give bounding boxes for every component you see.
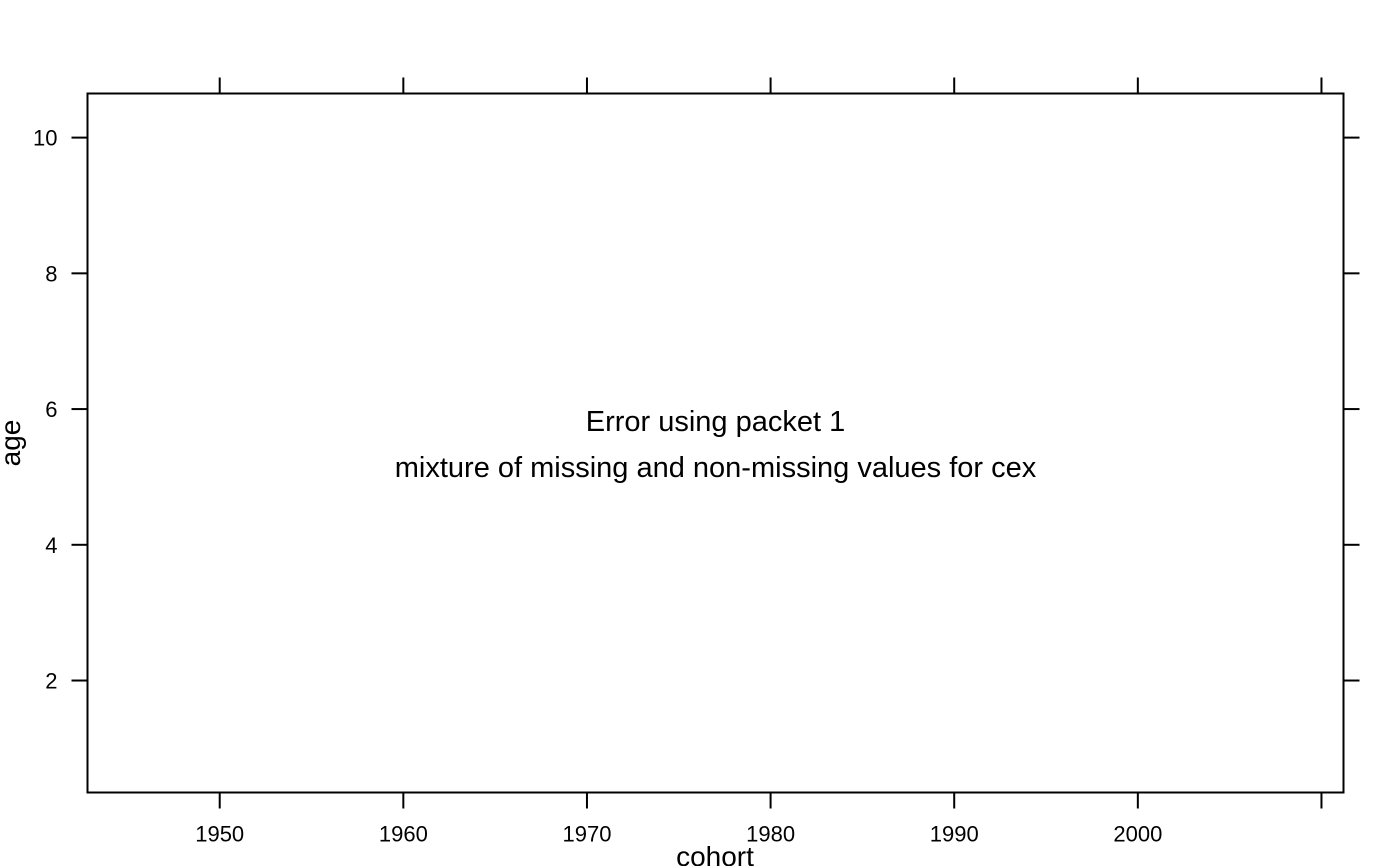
y-tick-label: 10 (33, 126, 57, 151)
plot-panel (86, 92, 1345, 794)
y-tick-label: 8 (45, 261, 57, 286)
x-tick-label: 2000 (1113, 822, 1162, 847)
x-tick-label: 1960 (379, 822, 428, 847)
y-axis: 2 4 6 8 10 (33, 126, 1360, 694)
x-tick-label: 1980 (746, 822, 795, 847)
x-tick-label: 1950 (195, 822, 244, 847)
x-tick-label: 1970 (562, 822, 611, 847)
y-tick-label: 2 (45, 669, 57, 694)
x-tick-label: 1990 (930, 822, 979, 847)
y-tick-label: 6 (45, 397, 57, 422)
error-message: Error using packet 1 mixture of missing a… (395, 406, 1037, 484)
x-axis: 1950 1960 1970 1980 1990 2000 (195, 77, 1323, 847)
error-message-line: Error using packet 1 (586, 406, 846, 438)
x-axis-title: cohort (676, 841, 754, 866)
error-message-line: mixture of missing and non-missing value… (395, 452, 1037, 484)
y-axis-title: age (0, 420, 26, 467)
y-tick-label: 4 (45, 533, 57, 558)
